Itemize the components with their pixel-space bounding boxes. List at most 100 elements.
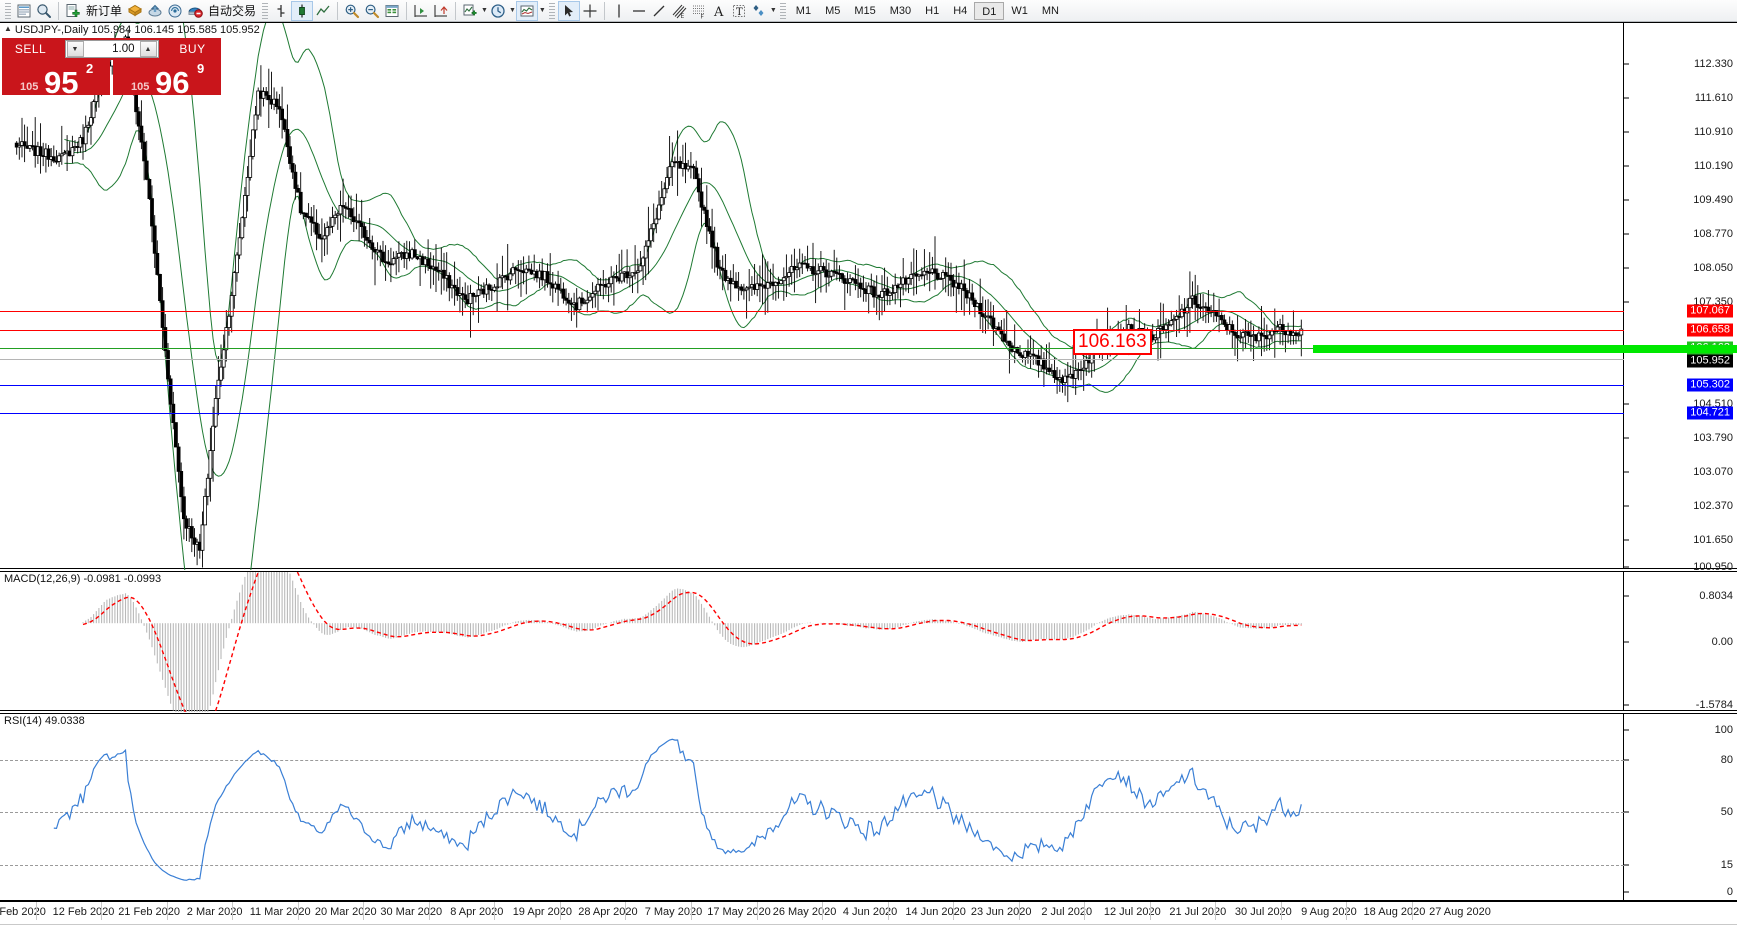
- price-level-badge: 105.302: [1687, 378, 1733, 392]
- rsi-title: RSI(14) 49.0338: [4, 715, 85, 727]
- rsi-level-80: [0, 760, 1624, 761]
- toolbar-separator-4: [455, 1, 457, 20]
- toolbar-grip-3[interactable]: [548, 2, 555, 19]
- ytick-mark: [1624, 233, 1629, 235]
- timeframe-m15[interactable]: M15: [854, 4, 876, 17]
- date-tick-label: 12 Jul 2020: [1103, 906, 1161, 918]
- ytick-mark: [1624, 165, 1629, 167]
- ytick-label: 108.770: [1693, 228, 1733, 240]
- line-chart-icon[interactable]: [313, 1, 333, 21]
- equidistant-channel-icon[interactable]: E: [669, 1, 689, 21]
- templates-icon[interactable]: [515, 0, 538, 21]
- date-tick-label: 26 May 2020: [772, 906, 837, 918]
- timeframe-d1[interactable]: D1: [974, 1, 1005, 20]
- text-icon[interactable]: A: [709, 1, 729, 21]
- date-tick-label: 21 Jul 2020: [1169, 906, 1227, 918]
- ytick-mark: [1624, 471, 1629, 473]
- timeframe-w1[interactable]: W1: [1011, 4, 1028, 17]
- date-tick-separator: [691, 902, 692, 920]
- new-order-icon[interactable]: [63, 1, 83, 21]
- rsi-ytick-label: 0: [1726, 886, 1733, 898]
- volume-increase-icon[interactable]: ▲: [139, 41, 157, 57]
- period-icon[interactable]: [488, 1, 508, 21]
- date-tick-separator: [1084, 902, 1086, 920]
- collapse-icon[interactable]: ▲: [4, 24, 12, 33]
- cloud-icon[interactable]: [145, 1, 165, 21]
- ytick-mark: [1624, 403, 1629, 405]
- buy-price-prefix: 105: [131, 81, 150, 93]
- timeframe-m30[interactable]: M30: [889, 4, 912, 17]
- timeframe-h1[interactable]: H1: [925, 4, 940, 17]
- sell-button[interactable]: SELL: [2, 38, 59, 60]
- horizontal-line-icon[interactable]: [629, 1, 649, 21]
- templates-dropdown-caret-icon[interactable]: ▼: [538, 7, 546, 14]
- auto-scroll-icon[interactable]: [431, 1, 451, 21]
- ytick-label: 110.910: [1694, 126, 1733, 138]
- shapes-icon[interactable]: [749, 1, 769, 21]
- terminal-icon[interactable]: [14, 1, 34, 21]
- ytick-mark: [1624, 131, 1629, 133]
- one-click-trading-panel[interactable]: SELL ▼ 1.00 ▲ BUY 105 95 2 105 96 9: [2, 38, 221, 100]
- expert-advisors-icon[interactable]: [125, 1, 145, 21]
- ytick-label: 103.070: [1693, 466, 1733, 478]
- toolbar-grip-4[interactable]: [779, 2, 786, 19]
- toolbar-grip-1[interactable]: [5, 2, 11, 19]
- rsi-axis-line: [1623, 714, 1624, 900]
- volume-value[interactable]: 1.00: [112, 43, 135, 55]
- date-tick-separator: [953, 902, 955, 920]
- vertical-line-icon[interactable]: [609, 1, 629, 21]
- buy-price-display[interactable]: 105 96 9: [113, 60, 221, 100]
- sell-price-display[interactable]: 105 95 2: [2, 60, 110, 100]
- candlestick-chart-icon[interactable]: [291, 0, 314, 21]
- volume-decrease-icon[interactable]: ▼: [66, 41, 84, 57]
- shapes-dropdown-caret-icon[interactable]: ▼: [769, 7, 777, 14]
- trendline-icon[interactable]: [649, 1, 669, 21]
- macd-pane[interactable]: MACD(12,26,9) -0.0981 -0.0993 0.8034 0.0…: [0, 571, 1737, 712]
- volume-stepper[interactable]: ▼ 1.00 ▲: [64, 40, 159, 58]
- price-plot: [14, 23, 1304, 570]
- chart-shift-icon[interactable]: [411, 1, 431, 21]
- period-dropdown-caret-icon[interactable]: ▼: [508, 7, 516, 14]
- timeframe-mn[interactable]: MN: [1041, 4, 1059, 17]
- level-line-105302[interactable]: [0, 385, 1624, 386]
- bar-chart-icon[interactable]: [271, 1, 291, 21]
- rsi-pane[interactable]: RSI(14) 49.0338 100 80 50 15 0: [0, 713, 1737, 901]
- new-order-label[interactable]: 新订单: [86, 4, 123, 18]
- timeframe-m5[interactable]: M5: [825, 4, 841, 17]
- date-tick-label: 23 Jun 2020: [970, 906, 1032, 918]
- autotrading-icon[interactable]: [185, 1, 205, 21]
- chart-area[interactable]: ▲ USDJPY-,Daily 105.984 106.145 105.585 1…: [0, 22, 1737, 945]
- zoom-in-icon[interactable]: [342, 1, 362, 21]
- level-line-106163[interactable]: [0, 348, 1624, 349]
- toolbar-grip-2[interactable]: [262, 2, 269, 19]
- level-line-104721[interactable]: [0, 413, 1624, 414]
- signals-icon[interactable]: [165, 1, 185, 21]
- text-label-icon[interactable]: T: [729, 1, 749, 21]
- rsi-ytick-label: 15: [1720, 859, 1733, 871]
- macd-ytick-label: 0.00: [1711, 636, 1733, 648]
- data-window-icon[interactable]: [382, 1, 402, 21]
- date-tick-separator: [1215, 902, 1217, 920]
- main-price-pane[interactable]: ▲ USDJPY-,Daily 105.984 106.145 105.585 1…: [0, 22, 1737, 573]
- crosshair-icon[interactable]: [580, 1, 600, 21]
- ytick-mark: [1624, 63, 1629, 65]
- price-tag-annotation[interactable]: 106.163: [1073, 329, 1152, 355]
- timeframe-h4[interactable]: H4: [953, 4, 968, 17]
- market-watch-icon[interactable]: [34, 1, 54, 21]
- fibonacci-icon[interactable]: F: [689, 1, 709, 21]
- indicators-dropdown-caret-icon[interactable]: ▼: [481, 7, 488, 14]
- zoom-out-icon[interactable]: [362, 1, 382, 21]
- level-line-106658[interactable]: [0, 330, 1624, 331]
- buy-button[interactable]: BUY: [164, 38, 221, 60]
- date-tick-separator: [756, 902, 758, 920]
- rsi-ytick-mark: [1624, 759, 1629, 761]
- level-line-107067[interactable]: [0, 311, 1624, 312]
- indicators-icon[interactable]: [460, 1, 480, 21]
- support-zone-line[interactable]: [1313, 345, 1737, 353]
- cursor-icon[interactable]: [557, 0, 580, 21]
- ytick-label: 108.050: [1693, 262, 1733, 274]
- autotrading-label[interactable]: 自动交易: [208, 4, 257, 18]
- date-tick-separator: [1412, 902, 1413, 920]
- timeframe-m1[interactable]: M1: [795, 4, 812, 17]
